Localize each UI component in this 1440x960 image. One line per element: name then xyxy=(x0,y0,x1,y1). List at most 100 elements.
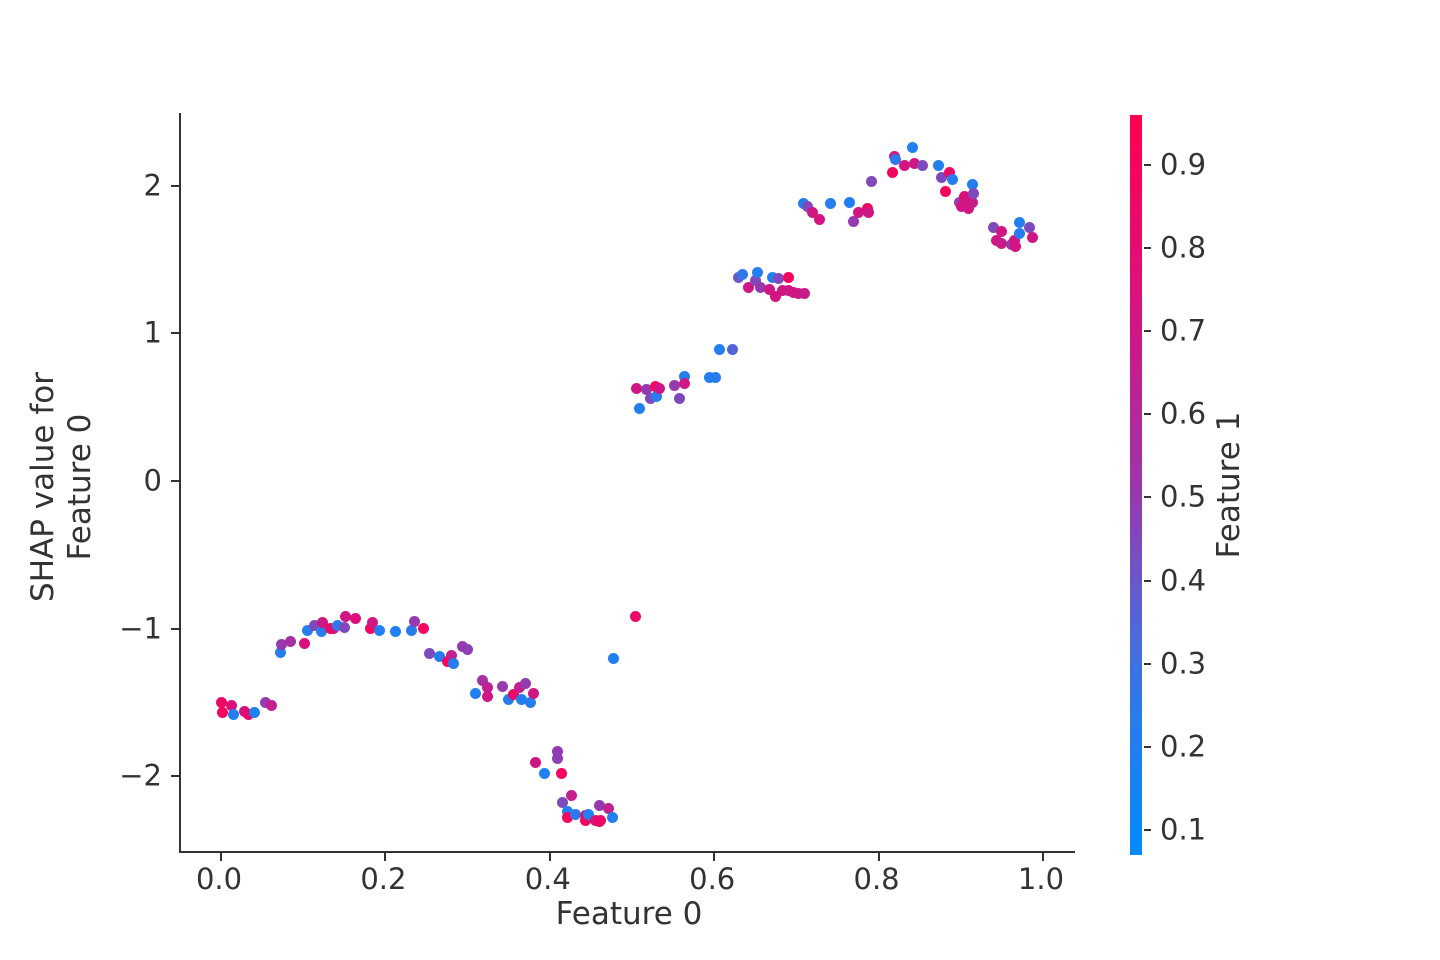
scatter-point xyxy=(943,167,955,179)
scatter-point xyxy=(641,384,653,396)
scatter-point xyxy=(524,696,536,708)
scatter-point xyxy=(799,288,811,300)
colorbar-tick-label: 0.3 xyxy=(1160,646,1207,681)
colorbar-tick-mark xyxy=(1144,579,1151,582)
scatter-point xyxy=(569,808,581,820)
scatter-point xyxy=(1024,221,1036,233)
scatter-point xyxy=(497,680,509,692)
scatter-point xyxy=(349,612,361,624)
scatter-point xyxy=(441,655,453,667)
scatter-point xyxy=(631,382,643,394)
x-tick-mark xyxy=(1041,853,1044,861)
scatter-point xyxy=(754,282,766,294)
scatter-point xyxy=(844,196,856,208)
scatter-point xyxy=(824,198,836,210)
scatter-point xyxy=(562,806,574,818)
y-axis-label-line1: SHAP value for xyxy=(24,372,61,602)
scatter-point xyxy=(889,153,901,165)
scatter-point xyxy=(962,202,974,214)
scatter-point xyxy=(606,811,618,823)
scatter-point xyxy=(936,171,948,183)
scatter-point xyxy=(939,186,951,198)
scatter-point xyxy=(527,687,539,699)
scatter-point xyxy=(580,814,592,826)
colorbar-tick-mark xyxy=(1144,247,1151,250)
scatter-point xyxy=(865,175,877,187)
scatter-point xyxy=(274,646,286,658)
scatter-point xyxy=(933,159,945,171)
scatter-point xyxy=(679,370,691,382)
scatter-point xyxy=(743,282,755,294)
scatter-point xyxy=(226,699,238,711)
scatter-point xyxy=(276,639,288,651)
scatter-point xyxy=(249,707,261,719)
colorbar-tick-mark xyxy=(1144,745,1151,748)
x-tick-label: 0.6 xyxy=(689,862,736,896)
scatter-point xyxy=(806,206,818,218)
scatter-point xyxy=(1026,232,1038,244)
scatter-point xyxy=(481,682,493,694)
scatter-point xyxy=(767,271,779,283)
scatter-point xyxy=(651,391,663,403)
scatter-point xyxy=(909,158,921,170)
scatter-point xyxy=(714,344,726,356)
scatter-point xyxy=(726,344,738,356)
scatter-point xyxy=(259,696,271,708)
scatter-point xyxy=(966,178,978,190)
scatter-point xyxy=(339,611,351,623)
x-axis-label: Feature 0 xyxy=(555,896,703,932)
scatter-point xyxy=(448,658,460,670)
scatter-point xyxy=(556,797,568,809)
scatter-point xyxy=(863,206,875,218)
x-tick-label: 0.4 xyxy=(524,862,571,896)
y-tick-label: 2 xyxy=(143,168,162,203)
colorbar-tick-label: 0.5 xyxy=(1160,479,1207,514)
scatter-point xyxy=(988,221,1000,233)
scatter-point xyxy=(462,643,474,655)
colorbar-label: Feature 1 xyxy=(1211,411,1247,559)
scatter-point xyxy=(227,708,239,720)
scatter-point xyxy=(769,291,781,303)
scatter-point xyxy=(947,174,959,186)
scatter-point xyxy=(802,201,814,213)
scatter-point xyxy=(374,624,386,636)
scatter-point xyxy=(848,215,860,227)
scatter-point xyxy=(629,611,641,623)
scatter-point xyxy=(434,651,446,663)
scatter-point xyxy=(633,403,645,415)
scatter-point xyxy=(1009,240,1021,252)
x-tick-label: 0.8 xyxy=(853,862,900,896)
x-tick-mark xyxy=(713,853,716,861)
scatter-point xyxy=(709,372,721,384)
scatter-point xyxy=(966,196,978,208)
scatter-point xyxy=(996,237,1008,249)
scatter-point xyxy=(309,620,321,632)
scatter-point xyxy=(417,623,429,635)
colorbar-tick-mark xyxy=(1144,413,1151,416)
colorbar-tick-label: 0.2 xyxy=(1160,729,1207,764)
scatter-point xyxy=(520,677,532,689)
y-tick-label: 0 xyxy=(143,463,162,498)
scatter-point xyxy=(967,187,979,199)
y-tick-label: 1 xyxy=(143,315,162,350)
scatter-point xyxy=(316,617,328,629)
scatter-point xyxy=(406,624,418,636)
scatter-point xyxy=(530,757,542,769)
scatter-point xyxy=(763,283,775,295)
scatter-point xyxy=(749,274,761,286)
scatter-point xyxy=(217,707,229,719)
scatter-point xyxy=(366,617,378,629)
colorbar-tick-mark xyxy=(1144,496,1151,499)
scatter-point xyxy=(551,752,563,764)
scatter-point xyxy=(595,814,607,826)
x-tick-mark xyxy=(877,853,880,861)
colorbar-tick-mark xyxy=(1144,163,1151,166)
scatter-point xyxy=(539,767,551,779)
colorbar-tick-mark xyxy=(1144,829,1151,832)
y-tick-label: −1 xyxy=(119,611,162,646)
colorbar-tick-mark xyxy=(1144,662,1151,665)
scatter-point xyxy=(813,214,825,226)
scatter-point xyxy=(916,159,928,171)
colorbar-tick-label: 0.6 xyxy=(1160,396,1207,431)
colorbar-tick-label: 0.4 xyxy=(1160,563,1207,598)
